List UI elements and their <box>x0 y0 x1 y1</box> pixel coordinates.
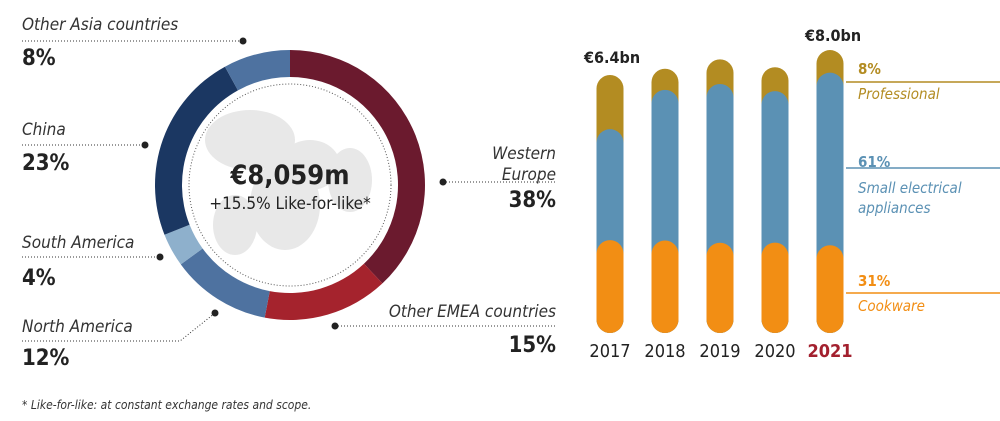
donut-slice-western-europe <box>290 50 425 284</box>
year-2017: 2017 <box>589 341 631 362</box>
pct-china: 23% <box>22 151 70 176</box>
pct-other-asia: 8% <box>22 46 56 71</box>
world-map-continent <box>328 148 372 212</box>
leader-dot <box>239 37 247 45</box>
world-map-continent <box>205 110 295 170</box>
legend-professional: Professional <box>858 85 940 103</box>
label-north-america: North America <box>22 317 133 337</box>
leader-dot <box>156 253 164 261</box>
world-map-continent <box>213 195 257 255</box>
year-2019: 2019 <box>699 341 741 362</box>
legend-professional-pct: 8% <box>858 60 881 78</box>
legend-sea-pct: 61% <box>858 153 891 171</box>
year-2021: 2021 <box>807 341 853 362</box>
donut-total: €8,059m <box>230 160 350 191</box>
total-2021: €8.0bn <box>805 26 862 45</box>
label-other-emea: Other EMEA countries <box>388 302 556 322</box>
world-map-continent <box>280 140 340 190</box>
year-2018: 2018 <box>644 341 686 362</box>
label-south-america: South America <box>22 233 135 253</box>
bar-2018-cookware <box>651 240 679 333</box>
footnote: * Like-for-like: at constant exchange ra… <box>22 398 312 412</box>
legend-sea: Small electrical appliances <box>858 179 962 217</box>
donut-lfl: +15.5% Like-for-like* <box>209 194 371 214</box>
leader-dot <box>211 309 219 317</box>
donut-slice-north-america <box>180 248 270 318</box>
total-2017: €6.4bn <box>584 48 641 67</box>
donut-slice-china <box>155 66 238 235</box>
legend-cookware-pct: 31% <box>858 272 891 290</box>
label-other-asia: Other Asia countries <box>22 15 179 35</box>
bar-2021-cookware <box>816 245 844 333</box>
label-western-europe: Western Europe <box>492 144 556 185</box>
year-2020: 2020 <box>754 341 796 362</box>
donut-slice-other-emea-countries <box>264 263 383 320</box>
leader-dot <box>331 322 339 330</box>
bar-2017-cookware <box>596 240 624 333</box>
label-china: China <box>22 120 66 140</box>
donut-slice-other-asia-countries <box>224 50 290 91</box>
bar-2020-cookware <box>761 242 789 333</box>
leader-dot <box>439 178 447 186</box>
inner-dotted-circle <box>188 83 392 287</box>
pct-north-america: 12% <box>22 346 70 371</box>
donut-slice-south-america <box>164 224 203 265</box>
leader-dot <box>141 141 149 149</box>
pct-other-emea: 15% <box>508 333 556 358</box>
bar-2019-cookware <box>706 242 734 333</box>
legend-cookware: Cookware <box>858 297 925 315</box>
pct-south-america: 4% <box>22 266 56 291</box>
pct-western-europe: 38% <box>508 188 556 213</box>
